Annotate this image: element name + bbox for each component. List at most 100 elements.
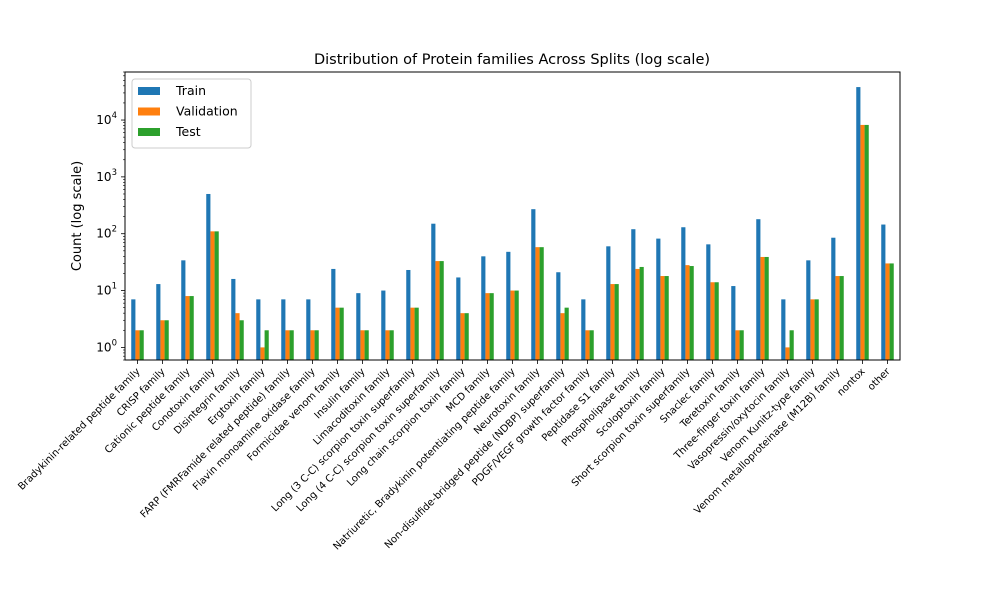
bar-train-20 [631, 229, 636, 360]
bar-train-19 [606, 246, 611, 360]
bar-test-15 [514, 290, 519, 360]
bar-test-20 [639, 266, 644, 360]
bar-test-1 [164, 320, 169, 360]
bar-validation-15 [510, 290, 515, 360]
bar-validation-27 [810, 299, 815, 360]
bar-validation-9 [360, 330, 365, 360]
bar-test-23 [714, 282, 719, 360]
legend-swatch-test [138, 128, 160, 136]
bar-train-0 [131, 299, 136, 360]
y-axis-ticks: 100 101 102 103 104 [96, 71, 125, 361]
bar-train-30 [881, 224, 886, 360]
bar-test-8 [339, 307, 344, 360]
bar-train-7 [306, 299, 311, 360]
bar-train-26 [781, 299, 786, 360]
y-tick-label: 104 [96, 111, 117, 127]
bar-train-1 [156, 284, 161, 360]
bar-test-5 [264, 330, 269, 360]
bar-train-29 [856, 87, 861, 360]
bar-validation-18 [585, 330, 590, 360]
bar-train-21 [656, 238, 661, 360]
bar-test-16 [539, 247, 544, 360]
bar-test-26 [789, 330, 794, 360]
bar-validation-26 [785, 347, 790, 360]
bar-test-18 [589, 330, 594, 360]
bar-test-3 [214, 231, 219, 360]
bar-validation-4 [235, 313, 240, 360]
bar-test-27 [814, 299, 819, 360]
bar-test-29 [864, 124, 869, 361]
bar-validation-22 [685, 265, 690, 360]
bar-train-24 [731, 286, 736, 360]
legend-box [131, 78, 252, 149]
bar-test-9 [364, 330, 369, 360]
bar-train-11 [406, 269, 411, 360]
bar-train-12 [431, 223, 436, 360]
bar-test-0 [139, 330, 144, 360]
y-axis-label: Count (log scale) [70, 161, 85, 271]
bar-train-18 [581, 299, 586, 360]
bar-train-17 [556, 272, 561, 360]
bar-validation-16 [535, 247, 540, 360]
bar-train-4 [231, 278, 236, 360]
bar-test-21 [664, 276, 669, 360]
bar-train-28 [831, 237, 836, 360]
bar-test-12 [439, 261, 444, 360]
bar-validation-10 [385, 330, 390, 360]
bar-validation-21 [660, 276, 665, 360]
legend-label-train: Train [175, 83, 206, 98]
bar-train-8 [331, 268, 336, 360]
y-tick-label: 100 [96, 338, 117, 354]
x-tick-label: nontox [835, 366, 867, 398]
bar-test-2 [189, 296, 194, 360]
bar-validation-24 [735, 330, 740, 360]
bars-layer [131, 87, 894, 361]
bar-train-13 [456, 277, 461, 360]
bar-validation-11 [410, 307, 415, 360]
y-tick-label: 102 [96, 225, 117, 241]
bar-validation-1 [160, 320, 165, 360]
bar-validation-2 [185, 296, 190, 360]
bar-test-14 [489, 293, 494, 360]
bar-validation-30 [885, 263, 890, 360]
bar-test-24 [739, 330, 744, 360]
bar-validation-25 [760, 256, 765, 360]
bar-train-2 [181, 260, 186, 360]
bar-train-25 [756, 219, 761, 360]
bar-train-15 [506, 251, 511, 360]
bar-train-6 [281, 299, 286, 360]
bar-validation-17 [560, 313, 565, 360]
bar-validation-14 [485, 293, 490, 360]
bar-test-19 [614, 284, 619, 360]
bar-validation-29 [860, 124, 865, 361]
legend-label-validation: Validation [176, 104, 238, 119]
bar-validation-7 [310, 330, 315, 360]
legend-swatch-validation [138, 107, 160, 116]
bar-validation-13 [460, 313, 465, 360]
chart-title: Distribution of Protein families Across … [314, 52, 710, 68]
bar-train-23 [706, 244, 711, 360]
bar-validation-19 [610, 284, 615, 360]
y-tick-label: 101 [96, 282, 117, 298]
bar-train-22 [681, 227, 686, 360]
x-tick-label: other [866, 366, 893, 393]
plot-frame [124, 71, 901, 361]
bar-validation-0 [135, 330, 140, 360]
bar-test-7 [314, 330, 319, 360]
bar-validation-3 [210, 231, 215, 360]
bar-test-11 [414, 307, 419, 360]
bar-train-14 [481, 256, 486, 360]
bar-train-9 [356, 293, 361, 360]
bar-test-13 [464, 313, 469, 360]
bar-validation-28 [835, 276, 840, 360]
bar-train-16 [531, 209, 536, 360]
bar-validation-20 [635, 268, 640, 360]
y-tick-label: 103 [96, 168, 117, 184]
bar-validation-6 [285, 330, 290, 360]
bar-train-27 [806, 260, 811, 360]
bar-validation-5 [260, 347, 265, 360]
bar-train-3 [206, 193, 211, 360]
